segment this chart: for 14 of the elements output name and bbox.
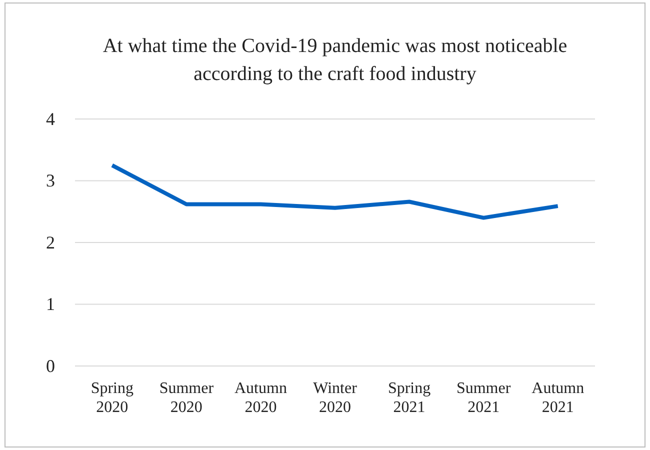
x-tick-label: Autumn 2021 [532, 380, 584, 416]
y-tick-label: 3 [46, 170, 55, 191]
y-tick-label: 1 [46, 294, 55, 314]
y-tick-label: 0 [46, 356, 55, 376]
x-tick-label: Summer 2020 [159, 380, 214, 416]
x-tick-label: Winter 2020 [313, 380, 358, 416]
y-tick-label: 4 [46, 108, 55, 129]
x-tick-label: Autumn 2020 [234, 380, 287, 416]
x-tick-label: Spring 2021 [388, 380, 431, 416]
x-tick-label: Summer 2021 [456, 380, 512, 416]
chart-title: At what time the Covid-19 pandemic was most noticeable according to the craft food industry [102, 35, 568, 85]
y-tick-label: 2 [46, 232, 55, 252]
x-tick-label: Spring 2020 [90, 380, 134, 416]
line-series [110, 163, 560, 220]
